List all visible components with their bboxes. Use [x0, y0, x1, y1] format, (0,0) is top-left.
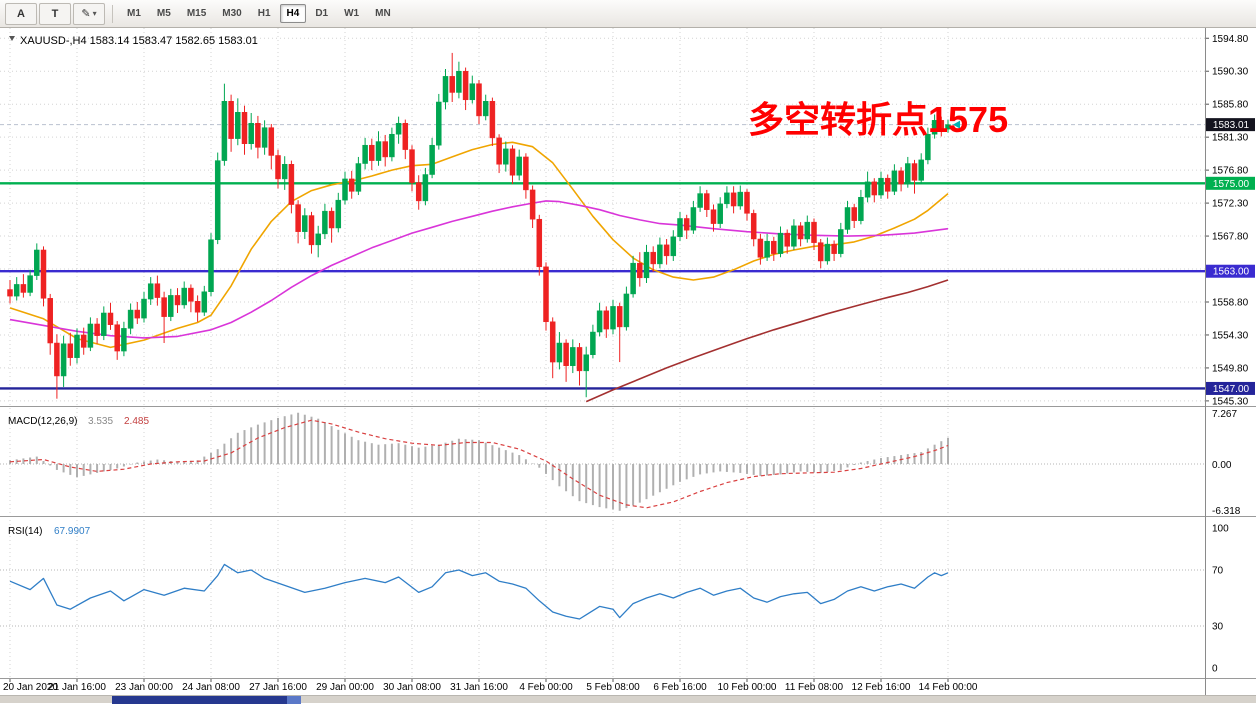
svg-text:1567.80: 1567.80 — [1212, 232, 1249, 243]
svg-text:20 Jan 2020: 20 Jan 2020 — [3, 682, 58, 693]
moving-averages-layer — [9, 141, 949, 403]
svg-text:1563.00: 1563.00 — [1213, 267, 1250, 278]
dropdown-caret-icon: ▾ — [92, 9, 97, 18]
price-levels-layer[interactable] — [0, 124, 1205, 390]
timeframe-button-m15[interactable]: M15 — [186, 8, 207, 19]
svg-text:24 Jan 08:00: 24 Jan 08:00 — [182, 682, 240, 693]
macd-indicator-label: MACD(12,26,9) — [8, 416, 77, 427]
macd-layer — [9, 412, 949, 511]
timeframe-button-m1[interactable]: M1 — [127, 8, 141, 19]
arrow-tool-button[interactable]: A — [5, 2, 37, 25]
svg-text:1576.80: 1576.80 — [1212, 166, 1249, 177]
rsi-layer — [9, 563, 949, 620]
svg-text:27 Jan 16:00: 27 Jan 16:00 — [249, 682, 307, 693]
svg-text:1558.80: 1558.80 — [1212, 297, 1249, 308]
grid-layer — [0, 28, 1205, 678]
timeframe-button-h4[interactable]: H4 — [279, 4, 307, 23]
axes-layer: 1594.80 1590.30 1585.80 1581.30 1576.80 1572.… — [3, 34, 1255, 693]
svg-text:0: 0 — [1212, 664, 1218, 675]
candles-layer — [7, 52, 960, 399]
taskbar-window-segment-small[interactable] — [287, 696, 301, 704]
svg-text:14 Feb 00:00: 14 Feb 00:00 — [919, 682, 978, 693]
svg-text:7.267: 7.267 — [1212, 409, 1237, 420]
svg-text:1572.30: 1572.30 — [1212, 199, 1249, 210]
svg-text:1585.80: 1585.80 — [1212, 100, 1249, 111]
chart-window: 1594.80 1590.30 1585.80 1581.30 1576.80 1572.… — [0, 28, 1256, 695]
svg-text:1554.30: 1554.30 — [1212, 330, 1249, 341]
svg-text:31 Jan 16:00: 31 Jan 16:00 — [450, 682, 508, 693]
svg-text:100: 100 — [1212, 524, 1229, 535]
rsi-value: 67.9907 — [54, 526, 91, 537]
svg-text:1547.00: 1547.00 — [1213, 384, 1250, 395]
svg-text:10 Feb 00:00: 10 Feb 00:00 — [718, 682, 777, 693]
timeframe-button-m5[interactable]: M5 — [156, 8, 171, 19]
svg-text:70: 70 — [1212, 566, 1224, 577]
rsi-indicator-label: RSI(14) — [8, 526, 42, 537]
svg-text:12 Feb 16:00: 12 Feb 16:00 — [852, 682, 911, 693]
timeframe-button-h1[interactable]: H1 — [257, 8, 271, 19]
svg-text:1575.00: 1575.00 — [1213, 179, 1250, 190]
svg-text:11 Feb 08:00: 11 Feb 08:00 — [785, 682, 844, 693]
timeframe-button-m30[interactable]: M30 — [222, 8, 242, 19]
svg-text:30: 30 — [1212, 622, 1224, 633]
title-marker-icon[interactable] — [9, 36, 15, 41]
macd-main-value: 3.535 — [88, 416, 113, 427]
taskbar-window-segment[interactable] — [112, 696, 287, 704]
svg-text:1549.80: 1549.80 — [1212, 363, 1249, 374]
macd-signal-value: 2.485 — [124, 416, 149, 427]
pencil-icon: ✎ — [81, 8, 91, 20]
svg-text:23 Jan 00:00: 23 Jan 00:00 — [115, 682, 173, 693]
timeframe-button-w1[interactable]: W1 — [344, 8, 360, 19]
toolbar: A T ✎ ▾ M1 M5 M15 M30 H1 H4 D1 W1 MN — [0, 0, 1256, 28]
timeframe-button-mn[interactable]: MN — [375, 8, 391, 19]
text-tool-button[interactable]: T — [39, 2, 71, 25]
chart-title: XAUUSD-,H4 1583.14 1583.47 1582.65 1583.… — [20, 35, 258, 47]
svg-text:29 Jan 00:00: 29 Jan 00:00 — [316, 682, 374, 693]
svg-text:5 Feb 08:00: 5 Feb 08:00 — [586, 682, 640, 693]
svg-text:1581.30: 1581.30 — [1212, 133, 1249, 144]
svg-text:1590.30: 1590.30 — [1212, 67, 1249, 78]
svg-text:-6.318: -6.318 — [1212, 506, 1241, 517]
svg-text:1545.30: 1545.30 — [1212, 396, 1249, 407]
timeframe-button-d1[interactable]: D1 — [315, 8, 329, 19]
annotation-text[interactable]: 多空转折点1575 — [748, 99, 1008, 140]
svg-text:1583.01: 1583.01 — [1213, 120, 1250, 131]
draw-tool-button[interactable]: ✎ ▾ — [73, 2, 105, 25]
toolbar-separator — [112, 4, 113, 23]
svg-text:1594.80: 1594.80 — [1212, 34, 1249, 45]
svg-text:21 Jan 16:00: 21 Jan 16:00 — [48, 682, 106, 693]
svg-text:30 Jan 08:00: 30 Jan 08:00 — [383, 682, 441, 693]
taskbar-strip — [0, 695, 1256, 704]
svg-text:4 Feb 00:00: 4 Feb 00:00 — [519, 682, 573, 693]
svg-text:6 Feb 16:00: 6 Feb 16:00 — [653, 682, 707, 693]
chart-canvas[interactable]: 1594.80 1590.30 1585.80 1581.30 1576.80 1572.… — [0, 28, 1256, 695]
svg-text:0.00: 0.00 — [1212, 460, 1232, 471]
